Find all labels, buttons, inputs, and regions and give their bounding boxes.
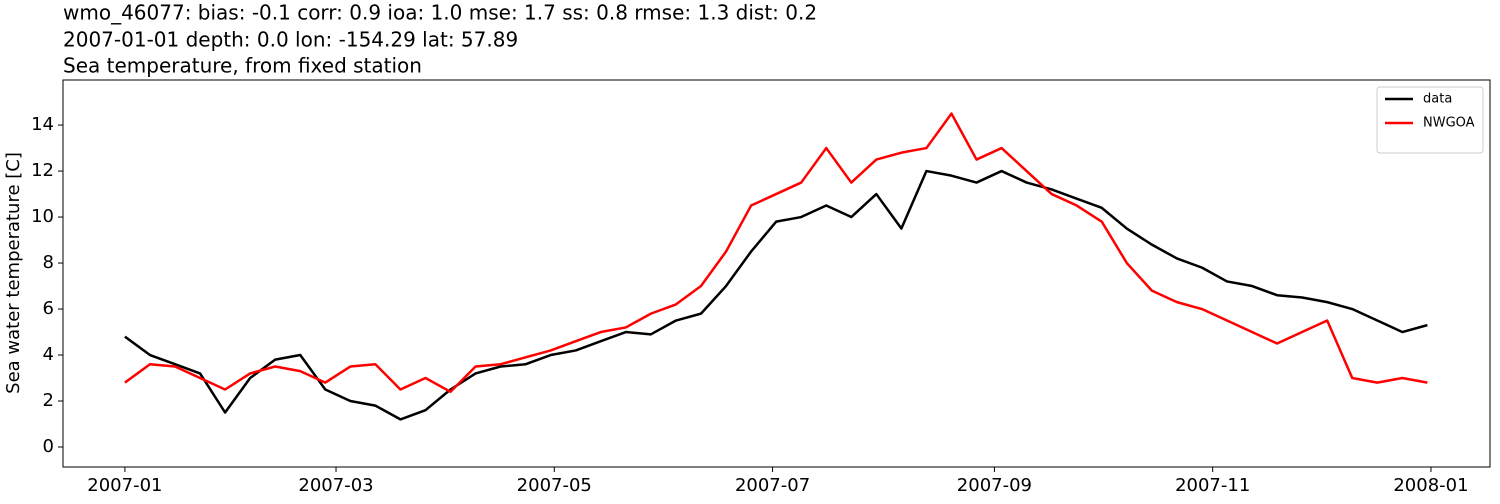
y-tick-label: 2 bbox=[43, 390, 54, 411]
x-tick-label: 2007-05 bbox=[517, 475, 592, 496]
chart-subtitle: Sea temperature, from fixed station bbox=[63, 54, 422, 78]
plot-frame bbox=[62, 79, 1491, 468]
y-axis-label: Sea water temperature [C] bbox=[3, 152, 24, 394]
x-tick-label: 2007-01 bbox=[87, 475, 162, 496]
y-tick-label: 14 bbox=[31, 114, 54, 135]
chart-title: wmo_46077: bias: -0.1 corr: 0.9 ioa: 1.0… bbox=[63, 1, 817, 25]
chart-subtitle: 2007-01-01 depth: 0.0 lon: -154.29 lat: … bbox=[63, 28, 518, 52]
x-tick-label: 2007-11 bbox=[1175, 475, 1250, 496]
y-tick-label: 8 bbox=[43, 252, 54, 273]
legend-box bbox=[1376, 86, 1484, 154]
y-tick-label: 0 bbox=[43, 436, 54, 457]
y-tick-label: 10 bbox=[31, 206, 54, 227]
y-tick-label: 6 bbox=[43, 298, 54, 319]
x-tick-label: 2007-09 bbox=[957, 475, 1032, 496]
data-line bbox=[124, 112, 1428, 394]
y-tick-label: 4 bbox=[43, 344, 54, 365]
x-tick-label: 2008-01 bbox=[1393, 475, 1468, 496]
x-tick-label: 2007-03 bbox=[298, 475, 373, 496]
data-line bbox=[124, 169, 1428, 421]
legend-label: data bbox=[1423, 92, 1452, 107]
x-tick-label: 2007-07 bbox=[735, 475, 810, 496]
legend-label: NWGOA bbox=[1423, 116, 1475, 131]
y-tick-label: 12 bbox=[31, 160, 54, 181]
